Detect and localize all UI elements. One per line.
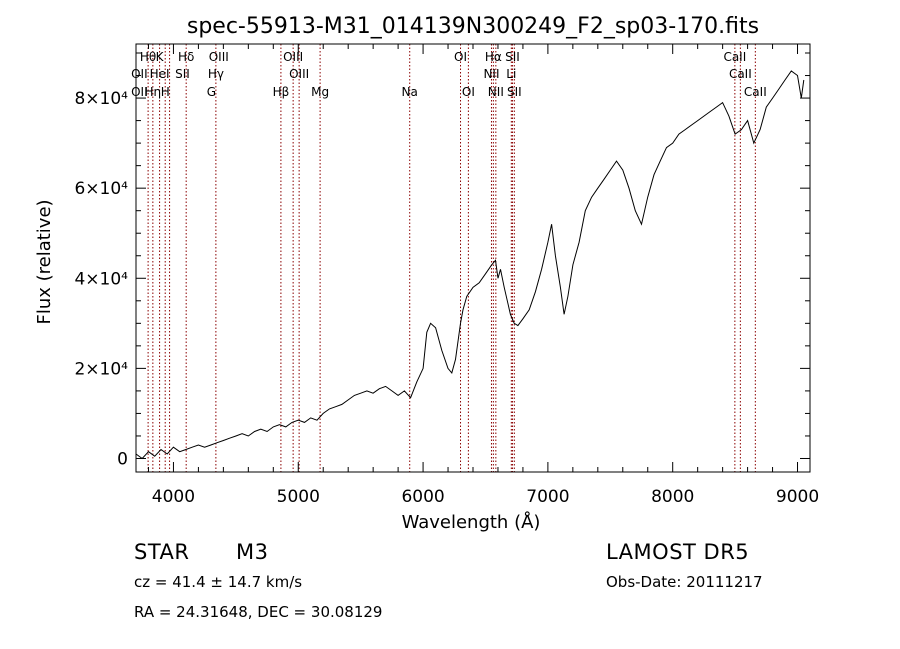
coordinates: RA = 24.31648, DEC = 30.08129: [134, 603, 383, 621]
line-labels-row1-1: K: [156, 50, 165, 64]
y-tick-label-1: 2×10⁴: [74, 359, 128, 379]
chart-title: spec-55913-M31_014139N300249_F2_sp03-170…: [187, 14, 759, 39]
y-axis-label: Flux (relative): [34, 199, 55, 324]
x-tick-label-5: 9000: [776, 487, 819, 507]
line-labels-row2-4: OIII: [289, 67, 309, 81]
line-labels-row3-9: SII: [507, 85, 522, 99]
y-tick-label-3: 6×10⁴: [74, 179, 128, 199]
line-labels-row2-3: Hγ: [208, 67, 224, 81]
emission-line-markers: [147, 44, 756, 472]
x-tick-label-3: 7000: [526, 487, 569, 507]
redshift-cz: cz = 41.4 ± 14.7 km/s: [134, 573, 303, 591]
plot-frame: [135, 43, 811, 473]
line-labels-row3-7: OI: [462, 85, 475, 99]
x-tick-label-2: 6000: [401, 487, 444, 507]
y-tick-label-4: 8×10⁴: [74, 89, 128, 109]
line-labels-row3-10: CaII: [744, 85, 767, 99]
line-labels-row3-8: NII: [488, 85, 504, 99]
object-class: STAR: [134, 540, 190, 564]
y-axis-ticks: 0 2×10⁴ 4×10⁴ 6×10⁴ 8×10⁴: [74, 52, 810, 469]
line-labels-row1-3: OIII: [209, 50, 229, 64]
line-labels-row2-7: CaII: [729, 67, 752, 81]
line-labels-row1-2: Hδ: [178, 50, 194, 64]
spectrum-line: [135, 70, 805, 460]
line-labels-row1-4: OIII: [283, 50, 303, 64]
line-labels-row3-4: Hβ: [273, 85, 290, 99]
line-labels-row3-2: H: [161, 85, 170, 99]
line-labels-row1-8: CaII: [723, 50, 746, 64]
x-axis-ticks: 4000 5000 6000 7000 8000 9000: [147, 44, 819, 507]
line-labels-row3-3: G: [207, 85, 216, 99]
x-tick-label-0: 4000: [152, 487, 195, 507]
line-labels-row2-1: HeI: [150, 67, 170, 81]
line-labels-row3-5: Mg: [311, 85, 329, 99]
survey-name: LAMOST DR5: [606, 540, 750, 564]
x-axis-label: Wavelength (Å): [402, 511, 541, 533]
y-tick-label-2: 4×10⁴: [74, 269, 128, 289]
x-tick-label-4: 8000: [651, 487, 694, 507]
line-labels-row2-2: SII: [175, 67, 190, 81]
line-labels-row1-5: OI: [454, 50, 467, 64]
line-labels-row3-0: OII: [131, 85, 148, 99]
object-subclass: M3: [236, 540, 269, 564]
observation-date: Obs-Date: 20111217: [606, 573, 763, 591]
line-labels-row2-0: OII: [131, 67, 148, 81]
y-tick-label-0: 0: [117, 449, 128, 469]
line-labels-row3-6: Na: [402, 85, 418, 99]
line-labels-row1-6: Hα: [485, 50, 502, 64]
line-labels-row3-1: Hη: [145, 85, 162, 99]
line-labels-row1-7: SII: [505, 50, 520, 64]
line-labels-row2-6: Li: [506, 67, 516, 81]
line-labels-row1-0: Hθ: [140, 50, 156, 64]
x-tick-label-1: 5000: [277, 487, 320, 507]
line-labels-row2-5: NII: [483, 67, 499, 81]
